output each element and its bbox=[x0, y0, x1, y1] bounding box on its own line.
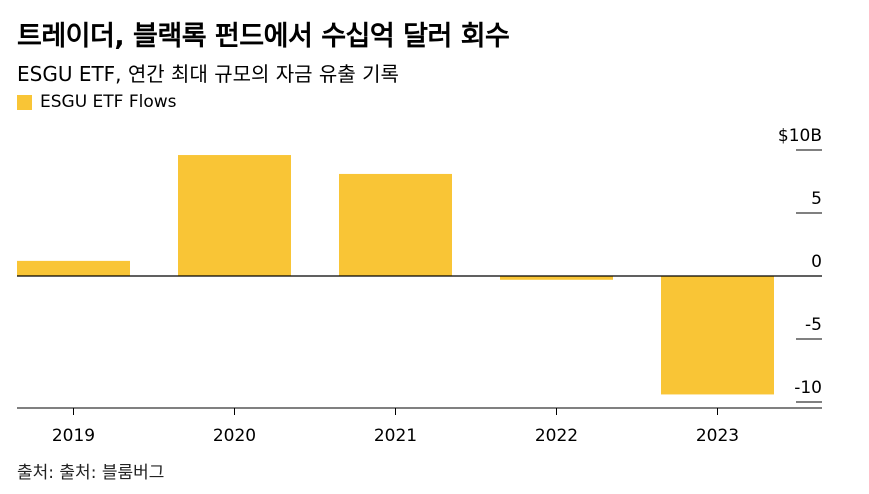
legend-swatch bbox=[17, 94, 32, 110]
bar-2023 bbox=[661, 276, 774, 395]
x-tick-label-2022: 2022 bbox=[535, 426, 578, 446]
x-tick-label-2021: 2021 bbox=[374, 426, 417, 446]
legend: ESGU ETF Flows bbox=[17, 92, 177, 112]
y-tick-label--10: -10 bbox=[794, 378, 822, 398]
y-tick-label-5: 5 bbox=[811, 189, 822, 209]
bar-2022 bbox=[500, 276, 613, 280]
source-note: 출처: 출처: 블룸버그 bbox=[17, 463, 165, 483]
y-tick-label-0: 0 bbox=[811, 252, 822, 272]
chart-subtitle: ESGU ETF, 연간 최대 규모의 자금 유출 기록 bbox=[17, 62, 399, 86]
bar-2020 bbox=[178, 155, 291, 276]
bar-2021 bbox=[339, 173, 452, 276]
y-tick-label--5: -5 bbox=[805, 315, 822, 335]
x-tick-label-2020: 2020 bbox=[213, 426, 256, 446]
bar-2019 bbox=[17, 260, 130, 276]
y-tick-label-10: $10B bbox=[778, 126, 822, 146]
x-tick-label-2023: 2023 bbox=[696, 426, 739, 446]
chart-title: 트레이더, 블랙록 펀드에서 수십억 달러 회수 bbox=[17, 21, 510, 52]
x-tick-label-2019: 2019 bbox=[52, 426, 95, 446]
legend-label: ESGU ETF Flows bbox=[40, 92, 177, 112]
